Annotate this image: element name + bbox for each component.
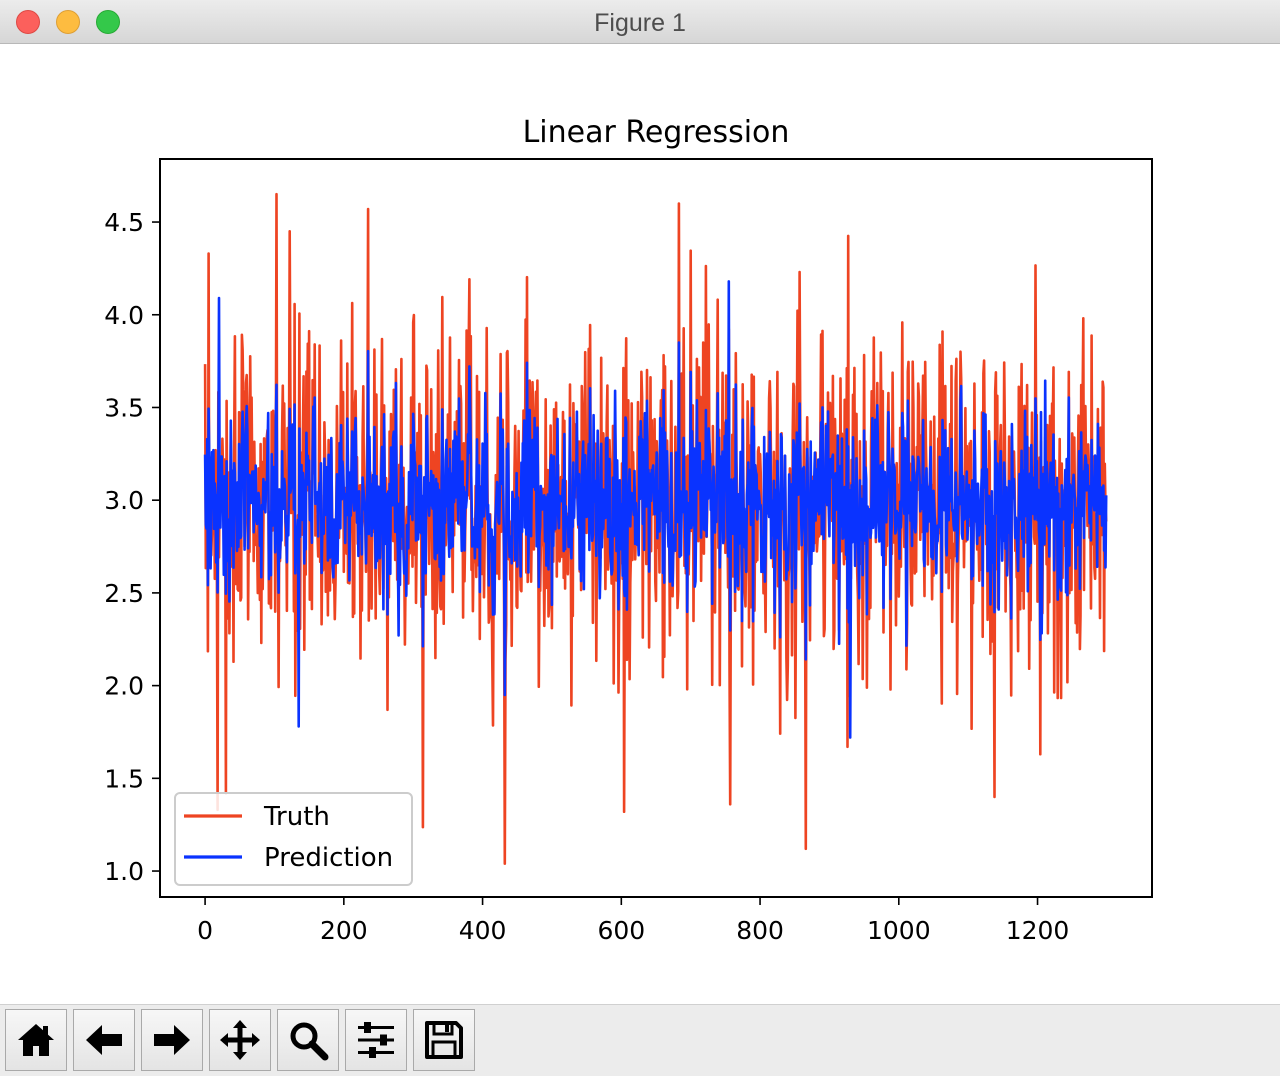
minimize-window-button[interactable]	[56, 10, 80, 34]
x-tick-label: 600	[597, 916, 645, 945]
x-tick-label: 200	[320, 916, 368, 945]
x-tick-label: 0	[197, 916, 213, 945]
series-line-prediction	[203, 280, 1108, 739]
x-tick-label: 800	[736, 916, 784, 945]
series-line-truth	[203, 192, 1108, 865]
subplots-button[interactable]	[345, 1009, 407, 1071]
x-tick-label: 1200	[1006, 916, 1070, 945]
maximize-window-button[interactable]	[96, 10, 120, 34]
y-tick-label: 3.0	[104, 486, 144, 515]
sliders-icon	[358, 1022, 394, 1058]
back-button[interactable]	[73, 1009, 135, 1071]
y-tick-label: 2.5	[104, 579, 144, 608]
legend-label-truth: Truth	[263, 802, 330, 832]
plot-lines	[203, 192, 1108, 865]
y-tick-label: 1.5	[104, 764, 144, 793]
axes-frame	[159, 158, 1153, 898]
legend-label-prediction: Prediction	[264, 843, 393, 873]
navigation-toolbar	[0, 1004, 1280, 1076]
x-tick-label: 1000	[867, 916, 931, 945]
legend: Truth Prediction	[174, 792, 413, 886]
y-tick-label: 4.5	[104, 208, 144, 237]
home-button[interactable]	[5, 1009, 67, 1071]
save-button[interactable]	[413, 1009, 475, 1071]
y-tick-label: 2.0	[104, 672, 144, 701]
chart-title: Linear Regression	[523, 115, 790, 150]
x-tick-label: 400	[459, 916, 507, 945]
line-chart: Linear Regression 0 200 400 600 800 1000 1200 1.…	[104, 115, 1153, 945]
move-icon	[220, 1020, 260, 1060]
close-window-button[interactable]	[16, 10, 40, 34]
y-tick-label: 4.0	[104, 301, 144, 330]
window-title: Figure 1	[594, 9, 686, 37]
arrow-right-icon	[154, 1025, 190, 1055]
y-tick-label: 3.5	[104, 393, 144, 422]
magnifier-icon	[290, 1022, 329, 1061]
y-tick-label: 1.0	[104, 857, 144, 886]
figure-canvas[interactable]: Linear Regression 0 200 400 600 800 1000 1200 1.…	[0, 44, 1280, 1004]
zoom-button[interactable]	[277, 1009, 339, 1071]
home-icon	[18, 1024, 54, 1056]
window-titlebar: Figure 1	[0, 0, 1280, 44]
floppy-icon	[425, 1021, 463, 1059]
forward-button[interactable]	[141, 1009, 203, 1071]
pan-button[interactable]	[209, 1009, 271, 1071]
arrow-left-icon	[86, 1025, 122, 1055]
